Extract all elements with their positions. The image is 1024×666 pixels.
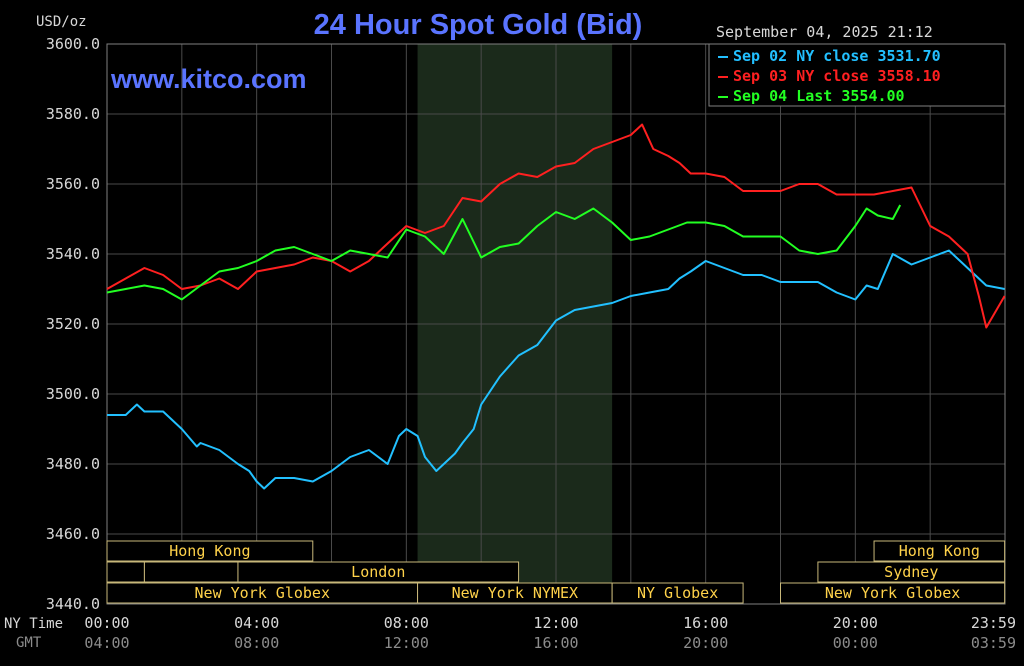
x-tick-label-gmt: 20:00 — [683, 634, 728, 652]
session-bar — [106, 540, 314, 562]
chart-title: 24 Hour Spot Gold (Bid) — [314, 9, 643, 41]
y-tick-label: 3460.0 — [46, 525, 100, 543]
session-label: New York Globex — [825, 584, 960, 602]
x-tick-label-gmt: 16:00 — [533, 634, 578, 652]
ny-time-label: NY Time — [4, 616, 63, 632]
session-bar — [611, 582, 744, 604]
x-tick-label-ny: 20:00 — [833, 614, 878, 632]
x-tick-label-ny: 08:00 — [384, 614, 429, 632]
session-bar — [780, 582, 1006, 604]
y-tick-label: 3580.0 — [46, 105, 100, 123]
x-tick-label-ny: 23:59 — [971, 614, 1016, 632]
legend-entry: Sep 04 Last 3554.00 — [733, 87, 905, 105]
x-tick-label-gmt: 00:00 — [833, 634, 878, 652]
session-bar — [873, 540, 1006, 562]
y-tick-label: 3440.0 — [46, 595, 100, 613]
x-tick-label-gmt: 12:00 — [384, 634, 429, 652]
x-tick-label-ny: 16:00 — [683, 614, 728, 632]
series-line-3 — [106, 204, 902, 301]
session-label: New York Globex — [195, 584, 330, 602]
y-tick-label: 3500.0 — [46, 385, 100, 403]
chart-timestamp: September 04, 2025 21:12 — [716, 23, 933, 41]
x-tick-label-gmt: 03:59 — [971, 634, 1016, 652]
x-tick-label-gmt: 08:00 — [234, 634, 279, 652]
session-bar — [817, 561, 1006, 583]
gmt-label: GMT — [16, 635, 42, 651]
y-tick-label: 3560.0 — [46, 175, 100, 193]
chart-grid — [107, 44, 1005, 604]
session-bar — [143, 561, 239, 583]
session-label: New York NYMEX — [452, 584, 578, 602]
session-label: Hong Kong — [169, 542, 250, 560]
session-label: Sydney — [884, 563, 938, 581]
y-axis-ticks: 3600.0 3580.0 3560.0 3540.0 3520.0 3500.0 3480… — [46, 35, 100, 613]
x-tick-label-gmt: 04:00 — [84, 634, 129, 652]
x-tick-label-ny: 12:00 — [533, 614, 578, 632]
session-label: NY Globex — [637, 584, 718, 602]
session-bar — [106, 561, 145, 583]
y-tick-label: 3600.0 — [46, 35, 100, 53]
session-bar — [237, 561, 520, 583]
legend: Sep 02 NY close 3531.70 Sep 03 NY close 3… — [708, 43, 1006, 107]
session-label: London — [351, 563, 405, 581]
y-tick-label: 3540.0 — [46, 245, 100, 263]
legend-entry: Sep 02 NY close 3531.70 — [733, 47, 941, 65]
y-tick-label: 3520.0 — [46, 315, 100, 333]
session-label: Hong Kong — [899, 542, 980, 560]
x-axis-ticks: 00:00 04:00 08:00 12:00 16:00 20:00 23:59 04:00… — [84, 614, 1016, 652]
watermark-url: www.kitco.com — [110, 64, 307, 94]
plot-area-border — [106, 43, 1006, 605]
legend-entry: Sep 03 NY close 3558.10 — [733, 67, 941, 85]
price-series — [106, 123, 1006, 490]
series-line-1 — [107, 249, 1005, 490]
x-tick-label-ny: 04:00 — [234, 614, 279, 632]
x-tick-label-ny: 00:00 — [84, 614, 129, 632]
series-line-2 — [106, 123, 1006, 329]
unit-label: USD/oz — [36, 14, 87, 30]
market-sessions: Hong Kong London New York Globex New York N… — [106, 540, 1006, 604]
y-tick-label: 3480.0 — [46, 455, 100, 473]
